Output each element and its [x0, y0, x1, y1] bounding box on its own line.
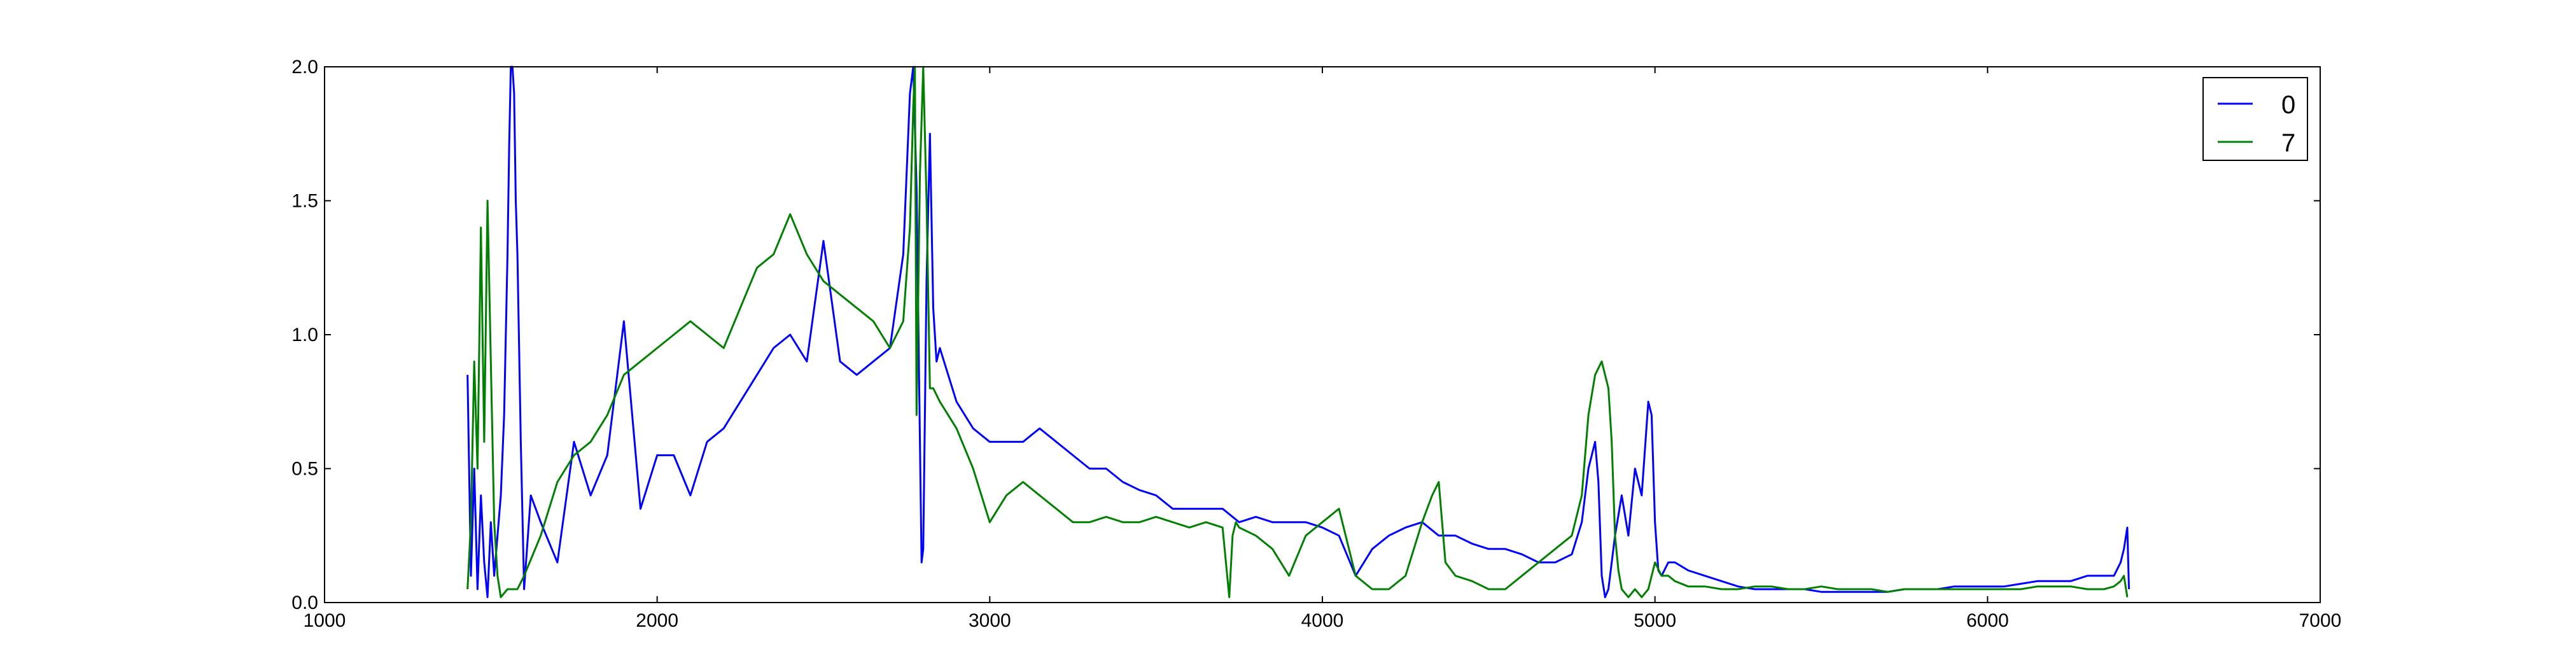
- x-axis: 1000 2000 3000 4000 5000 6000 7000: [304, 67, 2342, 631]
- legend: 0 7: [2202, 77, 2308, 161]
- x-tick-label-1: 2000: [636, 610, 678, 631]
- x-tick-label-4: 5000: [1634, 610, 1676, 631]
- x-tick-label-3: 4000: [1301, 610, 1344, 631]
- legend-label-1: 7: [2281, 129, 2295, 157]
- x-tick-label-6: 7000: [2299, 610, 2342, 631]
- series-layer: [466, 66, 2130, 599]
- y-tick-label-3: 1.5: [291, 191, 318, 212]
- y-tick-label-1: 0.5: [291, 459, 318, 480]
- legend-box: [2202, 77, 2308, 161]
- x-tick-label-2: 3000: [969, 610, 1011, 631]
- y-axis: 0.0 0.5 1.0 1.5 2.0: [291, 57, 2320, 613]
- legend-label-0: 0: [2281, 91, 2295, 119]
- y-tick-label-0: 0.0: [291, 592, 318, 613]
- series-line-1: [466, 66, 2129, 599]
- y-tick-label-2: 1.0: [291, 325, 318, 345]
- y-tick-label-4: 2.0: [291, 57, 318, 78]
- x-tick-label-0: 1000: [304, 610, 346, 631]
- plot-area: [325, 67, 2320, 603]
- x-tick-label-5: 6000: [1966, 610, 2009, 631]
